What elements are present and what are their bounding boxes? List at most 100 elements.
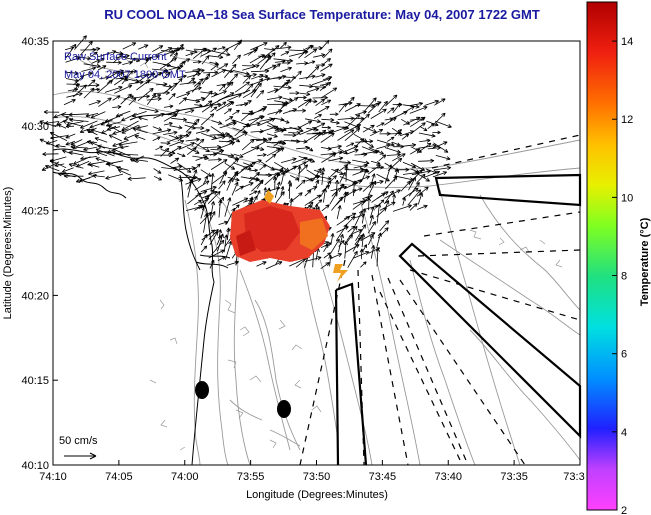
current-vector [152,94,162,99]
current-vector [118,141,138,147]
current-vector [171,117,188,122]
current-vector [394,129,402,137]
y-tick-label: 40:35 [21,36,49,48]
current-vector [274,128,286,133]
current-vector [74,55,92,61]
current-vector [359,248,364,260]
current-vector [240,161,257,171]
current-vector [186,147,197,156]
current-vector [280,51,290,56]
current-vector [112,105,122,109]
current-vector [226,158,239,171]
x-tick-label: 73:35 [500,471,528,483]
current-vector [304,48,318,59]
x-tick-label: 74:10 [39,471,67,483]
current-vector [208,249,225,259]
current-vector [369,129,384,137]
current-vector [273,140,283,147]
current-vector [216,101,234,112]
current-vector [232,54,241,64]
current-vector [259,164,267,171]
current-vector [287,180,292,199]
current-vector [200,245,208,253]
current-vector [354,113,370,128]
current-vector [187,192,202,205]
current-vector [146,96,162,101]
current-vector [146,93,156,106]
current-vector [336,223,348,241]
current-vector [433,165,452,171]
current-vector [138,107,159,113]
current-vector [163,113,178,122]
scale-vector-label: 50 cm/s [59,435,98,447]
current-vector [208,157,222,162]
current-vector [416,173,426,184]
current-vector [218,180,226,190]
current-vector [304,194,322,206]
current-vector [408,176,416,191]
current-vector [256,179,264,190]
current-vector [241,138,255,151]
current-vector [185,118,200,133]
current-vector [259,125,279,133]
current-vector [306,60,316,65]
current-vector [385,94,398,107]
colorbar-tick-label: 8 [621,271,627,283]
current-vector [202,194,210,211]
current-vector [330,233,335,245]
current-vector [366,197,371,211]
current-vector [259,55,272,70]
current-vector [375,247,380,267]
current-vector [313,129,327,140]
current-vector [344,103,361,112]
current-vector [329,112,339,117]
current-vector [259,160,275,171]
current-vector [379,201,396,211]
current-vector [94,137,108,143]
current-vector [209,231,218,246]
current-vector [265,153,277,163]
current-vector [153,168,162,174]
current-vector [242,75,251,84]
current-vector [137,87,154,102]
current-vector [224,81,234,91]
current-vector [128,97,137,106]
current-vector [315,98,325,107]
current-vector [65,133,76,139]
chart-title: RU COOL NOAA−18 Sea Surface Temperature:… [104,7,540,22]
current-vector [321,153,337,163]
current-vector [434,120,452,128]
current-vector [192,47,207,59]
current-vector [409,116,426,128]
current-vector [227,73,239,86]
current-vector [432,130,441,135]
current-vector [392,194,396,204]
current-vector [153,90,170,96]
current-vector [218,101,227,108]
current-vector [185,68,205,73]
current-vector [163,104,174,109]
current-vector [224,132,241,143]
current-vector [248,171,260,183]
current-vector [315,106,330,115]
current-vector [432,171,448,178]
current-vector [97,79,113,94]
current-vector [87,79,96,87]
current-vector [226,120,237,126]
current-vector [384,190,394,205]
current-vector [344,124,362,133]
current-vector [339,171,346,183]
current-vector [104,85,123,93]
current-vector [289,70,302,84]
current-vector [72,83,80,93]
current-vector [120,145,129,150]
current-vector [224,197,232,217]
current-vector [345,114,361,129]
current-vector [113,75,128,86]
current-vector [345,216,356,226]
current-vector [209,149,225,156]
current-vector [280,171,286,185]
current-vector [159,57,177,70]
current-vector [177,43,184,51]
current-vector [323,252,332,259]
